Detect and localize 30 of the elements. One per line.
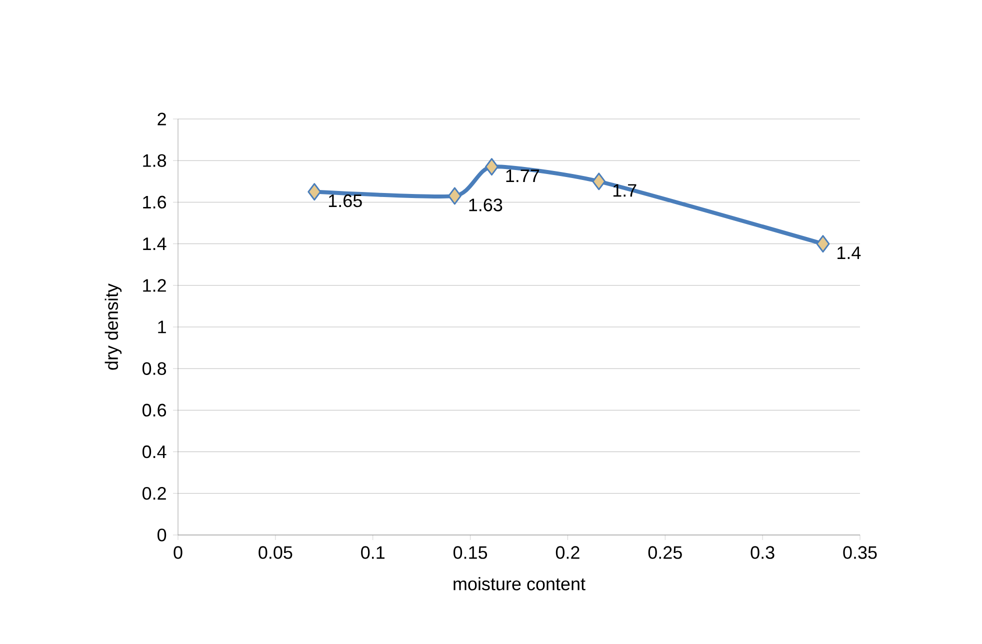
point — [592, 172, 606, 190]
y-tick-label: 1 — [158, 320, 166, 334]
point — [484, 158, 498, 176]
y-tick-label: 0.4 — [142, 445, 166, 458]
x-tick-label: 0.15 — [453, 546, 488, 559]
data-label: 1.65 — [328, 194, 362, 208]
x-tick-label: 0.25 — [648, 546, 682, 559]
x-axis-title: moisture content — [454, 577, 586, 590]
y-tick-label: 1.8 — [143, 154, 166, 167]
x-tick-label: 0.2 — [556, 546, 580, 559]
x-tick-label: 0.05 — [258, 546, 292, 559]
x-tick-label: 0.35 — [843, 546, 877, 559]
y-tick-label: 1.6 — [143, 196, 166, 209]
y-tick-label: 0 — [158, 528, 166, 542]
point — [448, 187, 462, 205]
data-label: 1.63 — [469, 198, 502, 212]
point — [308, 183, 322, 201]
data-label: 1.4 — [838, 246, 861, 259]
x-tick-label: 0.1 — [361, 546, 384, 559]
y-tick-label: 1.2 — [143, 279, 166, 292]
x-tick-label: 0 — [174, 546, 182, 559]
y-axis-title: dry density — [104, 284, 122, 370]
y-tick-label: 0.8 — [142, 362, 166, 375]
x-tick-label: 0.3 — [750, 546, 774, 559]
y-tick-label: 1.4 — [143, 238, 166, 250]
y-tick-label: 0.2 — [142, 487, 166, 500]
y-tick-label: 0.6 — [142, 404, 166, 417]
data-label: 1.77 — [506, 170, 540, 182]
y-tick-label: 2 — [158, 112, 166, 126]
point — [816, 235, 830, 253]
